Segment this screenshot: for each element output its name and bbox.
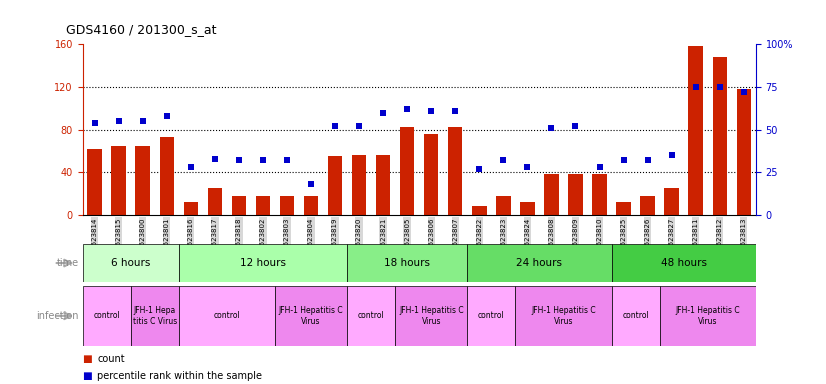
Bar <box>83 286 131 346</box>
Bar <box>468 286 515 346</box>
Bar <box>616 202 631 215</box>
Bar <box>280 196 294 215</box>
Point <box>425 108 438 114</box>
Point <box>641 157 654 164</box>
Bar <box>256 196 270 215</box>
Bar <box>400 127 415 215</box>
Text: ■: ■ <box>83 371 96 381</box>
Bar <box>640 196 655 215</box>
Bar <box>611 244 756 282</box>
Bar <box>544 174 558 215</box>
Bar <box>395 286 468 346</box>
Point <box>472 166 486 172</box>
Text: JFH-1 Hepatitis C
Virus: JFH-1 Hepatitis C Virus <box>676 306 740 326</box>
Bar <box>131 286 178 346</box>
Point <box>88 120 102 126</box>
Bar <box>178 244 347 282</box>
Bar <box>472 207 487 215</box>
Point <box>280 157 293 164</box>
Bar <box>207 188 222 215</box>
Point <box>520 164 534 170</box>
Point <box>449 108 462 114</box>
Bar <box>664 188 679 215</box>
Bar <box>347 286 395 346</box>
Point <box>232 157 245 164</box>
Text: 48 hours: 48 hours <box>661 258 707 268</box>
Bar <box>424 134 439 215</box>
Bar <box>88 149 102 215</box>
Point <box>569 123 582 129</box>
Text: control: control <box>213 311 240 320</box>
Point <box>617 157 630 164</box>
Point <box>713 84 726 90</box>
Bar <box>352 155 366 215</box>
Bar <box>660 286 756 346</box>
Bar <box>328 156 342 215</box>
Bar <box>178 286 275 346</box>
Bar <box>448 127 463 215</box>
Bar <box>496 196 510 215</box>
Bar <box>83 244 178 282</box>
Point <box>136 118 150 124</box>
Point <box>665 152 678 158</box>
Point <box>305 181 318 187</box>
Text: GDS4160 / 201300_s_at: GDS4160 / 201300_s_at <box>66 23 216 36</box>
Point <box>160 113 173 119</box>
Bar <box>159 137 174 215</box>
Point <box>208 156 221 162</box>
Bar <box>611 286 660 346</box>
Point <box>184 164 197 170</box>
Bar <box>183 202 198 215</box>
Bar <box>275 286 347 346</box>
Point <box>377 109 390 116</box>
Point <box>737 89 750 95</box>
Point <box>593 164 606 170</box>
Bar <box>689 46 703 215</box>
Point <box>689 84 702 90</box>
Point <box>329 123 342 129</box>
Point <box>256 157 269 164</box>
Text: control: control <box>478 311 505 320</box>
Text: control: control <box>93 311 120 320</box>
Bar <box>568 174 582 215</box>
Point <box>112 118 126 124</box>
Text: JFH-1 Hepa
titis C Virus: JFH-1 Hepa titis C Virus <box>133 306 177 326</box>
Text: 18 hours: 18 hours <box>384 258 430 268</box>
Text: JFH-1 Hepatitis C
Virus: JFH-1 Hepatitis C Virus <box>278 306 344 326</box>
Text: control: control <box>358 311 384 320</box>
Bar <box>135 146 150 215</box>
Text: 6 hours: 6 hours <box>111 258 150 268</box>
Text: infection: infection <box>36 311 78 321</box>
Bar <box>347 244 468 282</box>
Text: control: control <box>622 311 649 320</box>
Bar <box>231 196 246 215</box>
Text: ■: ■ <box>83 354 96 364</box>
Bar <box>112 146 126 215</box>
Point <box>545 125 558 131</box>
Bar <box>592 174 607 215</box>
Text: JFH-1 Hepatitis C
Virus: JFH-1 Hepatitis C Virus <box>399 306 463 326</box>
Text: JFH-1 Hepatitis C
Virus: JFH-1 Hepatitis C Virus <box>531 306 596 326</box>
Text: 24 hours: 24 hours <box>516 258 563 268</box>
Bar <box>713 57 727 215</box>
Bar <box>468 244 611 282</box>
Bar <box>520 202 534 215</box>
Point <box>496 157 510 164</box>
Bar <box>515 286 611 346</box>
Bar <box>737 89 751 215</box>
Point <box>353 123 366 129</box>
Text: count: count <box>97 354 125 364</box>
Text: 12 hours: 12 hours <box>240 258 286 268</box>
Text: time: time <box>56 258 78 268</box>
Text: percentile rank within the sample: percentile rank within the sample <box>97 371 263 381</box>
Point <box>401 106 414 112</box>
Bar <box>376 155 391 215</box>
Bar <box>304 196 318 215</box>
